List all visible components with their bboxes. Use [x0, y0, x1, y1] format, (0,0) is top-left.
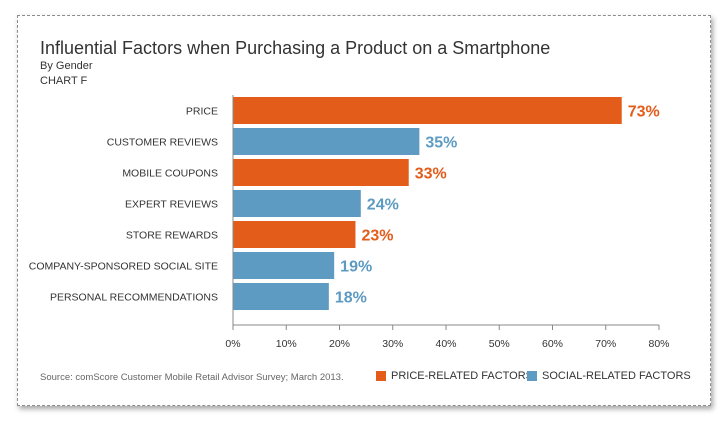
chart-label: CHART F — [40, 75, 88, 87]
legend-label-price: PRICE-RELATED FACTORS — [391, 370, 534, 382]
legend-swatch-social — [527, 371, 537, 381]
legend-label-social: SOCIAL-RELATED FACTORS — [542, 370, 691, 382]
category-label: PRICE — [186, 106, 218, 118]
chart-subtitle: By Gender — [40, 60, 93, 72]
data-label: 24% — [367, 197, 399, 214]
category-label: COMPANY-SPONSORED SOCIAL SITE — [29, 261, 218, 273]
data-label: 73% — [628, 104, 660, 121]
x-tick-label: 80% — [648, 338, 669, 350]
data-label: 19% — [340, 259, 372, 276]
legend-item-social: SOCIAL-RELATED FACTORS — [527, 370, 691, 382]
x-tick-label: 20% — [329, 338, 350, 350]
x-tick-label: 50% — [489, 338, 510, 350]
chart-title: Influential Factors when Purchasing a Pr… — [40, 38, 551, 58]
x-tick-label: 0% — [225, 338, 240, 350]
category-label: STORE REWARDS — [126, 230, 218, 242]
data-label: 23% — [361, 228, 393, 245]
category-label: EXPERT REVIEWS — [125, 199, 218, 211]
category-label: CUSTOMER REVIEWS — [107, 137, 218, 149]
source-note: Source: comScore Customer Mobile Retail … — [40, 372, 344, 383]
bar-0 — [233, 97, 622, 124]
category-label: MOBILE COUPONS — [122, 168, 218, 180]
x-tick-label: 70% — [595, 338, 616, 350]
x-tick-label: 30% — [382, 338, 403, 350]
bar-2 — [233, 159, 409, 186]
data-label: 33% — [415, 166, 447, 183]
bar-4 — [233, 221, 356, 248]
x-tick-label: 10% — [276, 338, 297, 350]
data-label: 18% — [335, 290, 367, 307]
x-tick-label: 60% — [542, 338, 563, 350]
data-label: 35% — [425, 135, 457, 152]
bar-3 — [233, 190, 361, 217]
bar-1 — [233, 128, 420, 155]
legend-swatch-price — [376, 371, 386, 381]
category-label: PERSONAL RECOMMENDATIONS — [50, 292, 218, 304]
bar-6 — [233, 283, 329, 310]
bar-5 — [233, 252, 335, 279]
legend-item-price: PRICE-RELATED FACTORS — [376, 370, 533, 382]
chart-card — [17, 15, 711, 406]
x-tick-label: 40% — [435, 338, 456, 350]
